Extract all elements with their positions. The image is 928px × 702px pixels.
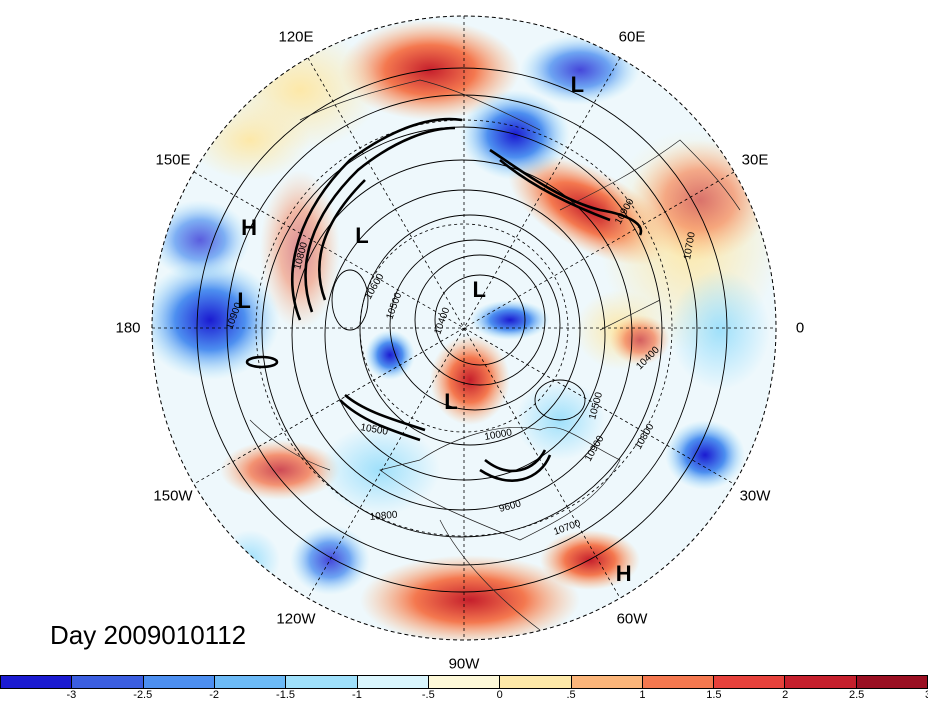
colorbar-swatch bbox=[714, 676, 786, 688]
colorbar-swatch bbox=[571, 676, 643, 688]
contour-label: 10800 bbox=[369, 510, 398, 523]
colorbar-tick-label: 1 bbox=[639, 689, 646, 701]
contour-label: 10700 bbox=[682, 231, 698, 261]
longitude-label: 180 bbox=[115, 319, 141, 337]
colorbar-tick-label: -1.5 bbox=[276, 689, 296, 701]
colorbar-swatch bbox=[357, 676, 429, 688]
low-pressure-marker: L bbox=[570, 71, 585, 97]
polar-map: 1090010800106001050010400100009600107001… bbox=[151, 15, 777, 641]
colorbar-swatch bbox=[785, 676, 857, 688]
colorbar-tick-label: 2 bbox=[782, 689, 789, 701]
colorbar bbox=[0, 675, 928, 689]
low-pressure-marker: L bbox=[472, 277, 486, 303]
colorbar-tick-label: -1 bbox=[352, 689, 362, 701]
colorbar-swatch bbox=[856, 676, 928, 688]
longitude-label: 0 bbox=[795, 319, 805, 337]
longitude-label: 30E bbox=[741, 151, 769, 169]
high-pressure-marker: H bbox=[615, 560, 632, 586]
colorbar-swatch bbox=[500, 676, 572, 688]
longitude-label: 60E bbox=[618, 28, 646, 46]
longitude-label: 30W bbox=[739, 487, 771, 505]
contour-label: 10500 bbox=[359, 422, 389, 438]
longitude-label: 150W bbox=[153, 487, 193, 505]
longitude-label: 90W bbox=[448, 655, 480, 673]
colorbar-swatch bbox=[428, 676, 501, 688]
date-title: Day 2009010112 bbox=[50, 620, 247, 650]
shaded-field bbox=[152, 16, 776, 640]
colorbar-swatch bbox=[1, 676, 73, 688]
colorbar-swatch bbox=[286, 676, 358, 688]
low-pressure-marker: L bbox=[237, 288, 251, 313]
colorbar-tick-label: 3 bbox=[925, 689, 928, 701]
high-pressure-marker: H bbox=[241, 214, 258, 240]
colorbar-tick-label: 1.5 bbox=[706, 689, 722, 701]
colorbar-tick-label: -.5 bbox=[421, 689, 435, 701]
contour-label: 10000 bbox=[484, 427, 514, 443]
colorbar-swatch bbox=[214, 676, 287, 688]
colorbar-tick-label: .5 bbox=[566, 689, 576, 701]
longitude-label: 150E bbox=[155, 151, 191, 169]
colorbar-tick-label: -2 bbox=[209, 689, 220, 701]
colorbar-tick-label: 2.5 bbox=[848, 689, 865, 701]
colorbar-swatch bbox=[143, 676, 215, 688]
longitude-label: 90E bbox=[451, 0, 478, 1]
colorbar-tick-label: 0 bbox=[496, 689, 503, 701]
longitude-label: 60W bbox=[616, 610, 648, 628]
colorbar-swatch bbox=[642, 676, 715, 688]
colorbar-tick-label: -2.5 bbox=[133, 689, 153, 701]
longitude-label: 120W bbox=[276, 610, 316, 628]
longitude-label: 120E bbox=[278, 28, 314, 46]
low-pressure-marker: L bbox=[355, 223, 369, 249]
colorbar-swatch bbox=[72, 676, 144, 688]
low-pressure-marker: L bbox=[444, 388, 458, 414]
colorbar-tick-label: -3 bbox=[66, 689, 77, 701]
